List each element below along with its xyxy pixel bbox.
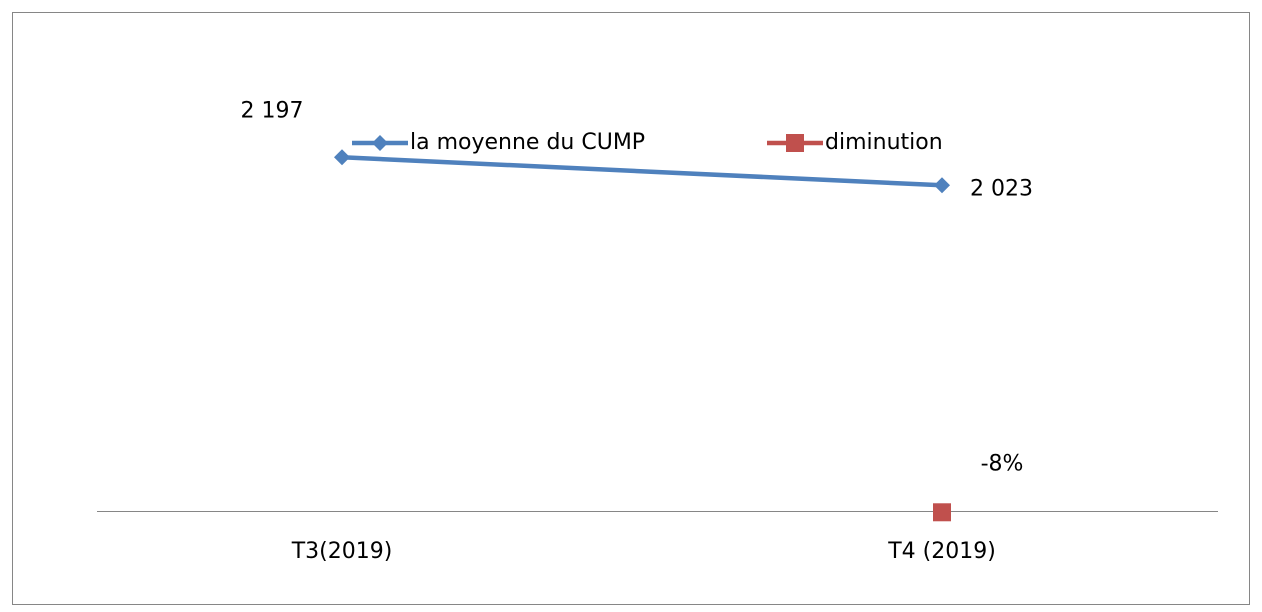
legend-marker xyxy=(786,134,804,152)
data-label: -8% xyxy=(981,451,1024,476)
legend-marker xyxy=(372,135,388,151)
legend-label: diminution xyxy=(825,130,943,155)
x-tick-label: T4 (2019) xyxy=(887,539,996,564)
series-line xyxy=(341,155,943,188)
data-label: 2 197 xyxy=(241,98,304,123)
marker xyxy=(334,149,350,166)
x-tick-label: T3(2019) xyxy=(291,539,393,564)
marker xyxy=(933,503,951,522)
chart-frame xyxy=(12,12,1250,605)
data-label: 2 023 xyxy=(970,176,1033,201)
marker xyxy=(934,177,950,194)
legend-label: la moyenne du CUMP xyxy=(410,130,645,155)
